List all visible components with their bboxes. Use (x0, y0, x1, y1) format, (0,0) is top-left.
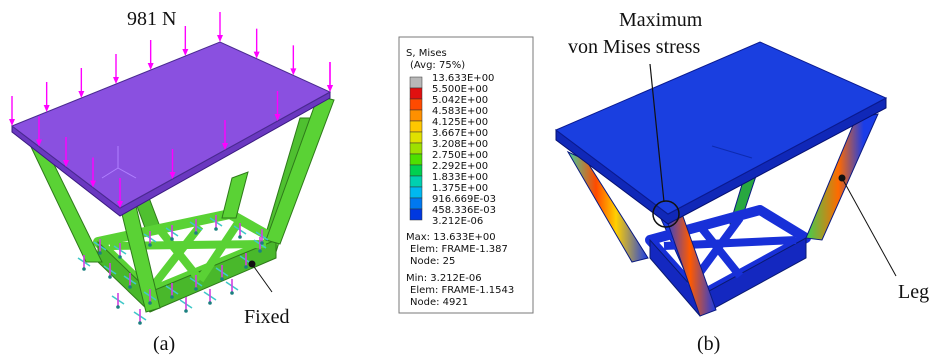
max-stress-circle (652, 200, 680, 228)
b-top-plate (555, 41, 888, 215)
fixed-bc-marker (143, 231, 157, 247)
load-arrow-head (63, 160, 69, 167)
load-arrow-head (327, 85, 333, 92)
legend-swatch (409, 131, 423, 144)
legend-level-label: 3.208E+00 (432, 139, 488, 150)
legend-swatch (409, 109, 423, 122)
legend-max-elem: Elem: FRAME-1.387 (410, 244, 508, 255)
legend-level-label: 2.750E+00 (432, 150, 488, 161)
legend-swatch (409, 197, 423, 210)
legend-min-elem: Elem: FRAME-1.1543 (410, 285, 514, 296)
load-arrow-head (43, 105, 50, 112)
legend-swatch (409, 175, 423, 188)
fixed-bc-marker (189, 275, 203, 291)
load-arrow-head (78, 91, 85, 98)
fixed-bc-marker (93, 239, 107, 255)
legend-max-line: Max: 13.633E+00 (406, 232, 496, 243)
fixed-boundary-markers (77, 215, 269, 325)
load-arrow-head (113, 77, 119, 84)
leg-front-right (221, 171, 249, 219)
load-arrow-head (182, 49, 189, 56)
base-cross-3 (146, 223, 204, 293)
fixed-bc-marker (165, 225, 179, 241)
fixed-leader-line (251, 263, 273, 293)
fixed-bc-marker (255, 229, 269, 245)
fixed-bc-marker (103, 263, 117, 279)
load-arrow-head (222, 143, 228, 150)
load-arrow-head (117, 201, 123, 208)
base-cross-4 (196, 217, 244, 283)
legend-swatch (409, 142, 423, 155)
caption-a: (a) (153, 333, 175, 355)
load-arrow-head (253, 51, 260, 59)
legend-swatch (409, 208, 423, 221)
legend-swatch (409, 98, 423, 111)
leg-label: Leg (898, 281, 929, 303)
load-arrow-head (169, 172, 176, 179)
fixed-bc-marker (111, 293, 125, 309)
fixed-bc-marker (113, 243, 127, 259)
panel-a-model (10, 41, 335, 313)
legend-level-label: 916.669E-03 (432, 194, 496, 205)
fixed-bc-marker (203, 289, 217, 305)
fixed-bc-marker (209, 215, 223, 231)
legend-swatch (409, 120, 423, 133)
fixed-bc-marker (225, 279, 239, 295)
legend-level-label: 13.633E+00 (432, 73, 494, 84)
fixed-bc-marker (143, 289, 157, 305)
max-stress-leader (649, 63, 665, 203)
fixed-bc-marker (133, 309, 147, 325)
max-stress-label-line1: Maximum (619, 9, 703, 31)
legend-level-label: 4.125E+00 (432, 117, 488, 128)
legend-swatch (409, 87, 423, 100)
legend-level-label: 5.500E+00 (432, 84, 488, 95)
legend-level-label: 4.583E+00 (432, 106, 488, 117)
fixed-point-marker (248, 260, 256, 268)
legend-level-label: 458.336E-03 (432, 205, 496, 216)
fixed-label: Fixed (244, 306, 290, 328)
fixed-bc-marker (189, 219, 203, 235)
fixed-bc-marker (233, 223, 247, 239)
legend-swatch (409, 186, 423, 199)
max-stress-label-line2: von Mises stress (568, 36, 700, 58)
legend-min-line: Min: 3.212E-06 (406, 273, 482, 284)
fixed-bc-marker (215, 265, 229, 281)
fixed-bc-marker (253, 237, 267, 253)
legend-level-label: 1.833E+00 (432, 172, 488, 183)
load-arrow-head (147, 63, 154, 70)
legend-level-label: 3.667E+00 (432, 128, 488, 139)
axis-triad (101, 146, 137, 179)
legend-color-scale: 13.633E+005.500E+005.042E+004.583E+004.1… (409, 73, 496, 227)
legend-level-label: 1.375E+00 (432, 183, 488, 194)
legend-level-label: 3.212E-06 (432, 216, 483, 227)
load-arrow-head (217, 35, 223, 42)
legend-max-node: Node: 25 (410, 256, 455, 267)
caption-b: (b) (697, 333, 720, 355)
legend-min-node: Node: 4921 (410, 297, 468, 308)
legend-title-line1: S, Mises (406, 48, 447, 59)
legend-level-label: 2.292E+00 (432, 161, 488, 172)
leg-leader-line (841, 177, 897, 277)
fixed-bc-marker (123, 273, 137, 289)
b-plate-highlight (711, 145, 753, 159)
load-arrow-head (290, 68, 297, 76)
legend-swatch (409, 164, 423, 177)
fixed-bc-marker (179, 297, 193, 313)
load-arrows (9, 12, 333, 208)
load-arrow-head (9, 119, 15, 126)
legend-title-line2: (Avg: 75%) (410, 60, 465, 71)
fixed-bc-marker (77, 255, 91, 271)
load-arrow-head (36, 139, 42, 147)
legend-swatch (409, 76, 423, 89)
load-arrow-head (274, 114, 281, 121)
panel-b-model (555, 41, 888, 317)
load-label: 981 N (127, 8, 176, 30)
load-arrow-head (90, 180, 96, 188)
fixed-bc-marker (165, 283, 179, 299)
legend-swatch (409, 153, 423, 166)
legend-level-label: 5.042E+00 (432, 95, 488, 106)
